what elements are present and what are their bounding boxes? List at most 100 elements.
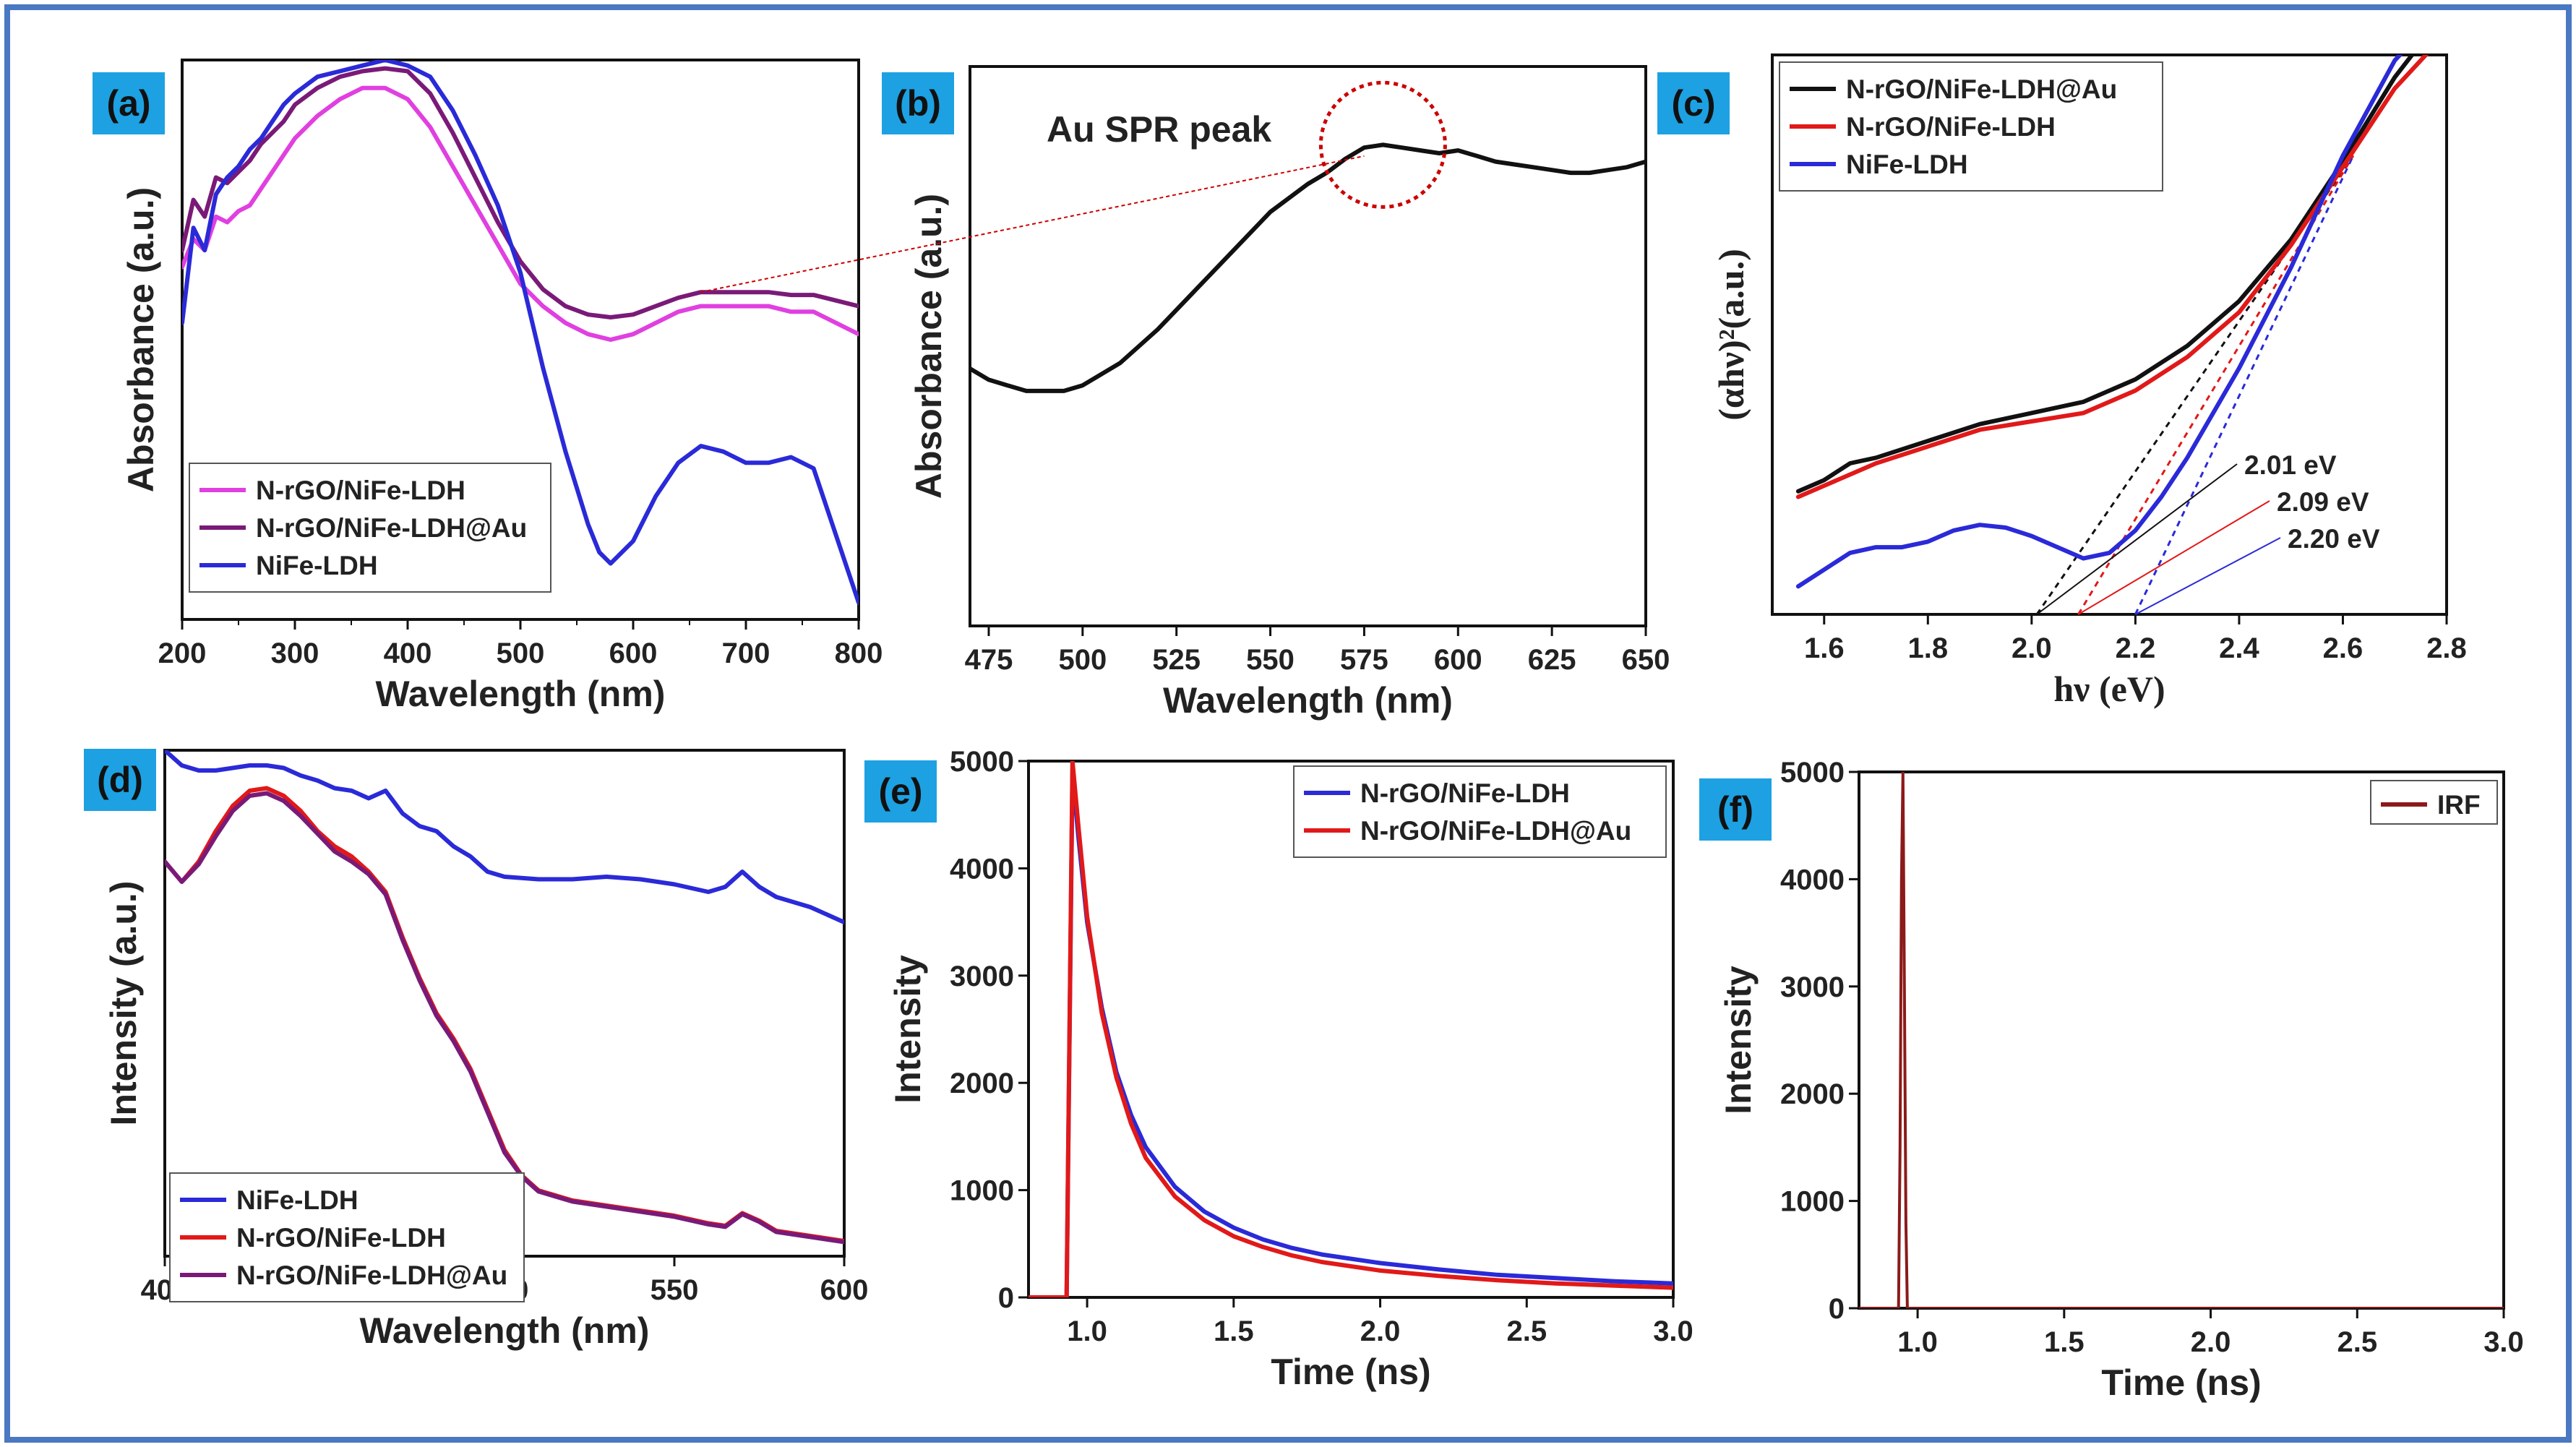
panel-tag-label: (b) xyxy=(895,83,941,124)
series-group-a xyxy=(182,60,859,605)
x-tick-label-a: 300 xyxy=(271,637,319,669)
x-tick-label-a: 800 xyxy=(835,637,883,669)
series-line xyxy=(1029,761,1673,1297)
legend-box-c xyxy=(1779,61,2163,192)
x-tick-label-b: 575 xyxy=(1340,644,1388,676)
legend-label: N-rGO/NiFe-LDH@Au xyxy=(236,1261,507,1290)
series-line xyxy=(1795,55,2403,589)
y-axis-label-e: Intensity xyxy=(888,955,928,1104)
panel-tag-e: (e) xyxy=(864,760,937,823)
legend-label: N-rGO/NiFe-LDH xyxy=(1360,778,1570,808)
legend-f: IRF xyxy=(2370,780,2498,825)
x-tick-label-c: 2.6 xyxy=(2323,632,2364,664)
panel-tag-c: (c) xyxy=(1657,72,1730,134)
y-tick-label-e: 4000 xyxy=(950,853,1014,885)
legend-label: IRF xyxy=(2437,790,2481,820)
panel-tag-box xyxy=(1699,778,1772,841)
x-axis-label-f: Time (ns) xyxy=(2101,1362,2261,1403)
y-tick-label-f: 1000 xyxy=(1780,1186,1845,1218)
x-axis-label-a: Wavelength (nm) xyxy=(376,674,666,714)
panel-tag-box xyxy=(84,749,156,811)
panel-tag-label: (a) xyxy=(106,83,150,124)
panel-tag-label: (e) xyxy=(878,771,922,812)
series-line xyxy=(182,60,859,605)
annotation-au-spr: Au SPR peak xyxy=(1047,109,1271,150)
connector-line-a-to-b xyxy=(700,155,1365,293)
x-tick-label-c: 1.6 xyxy=(1804,632,1845,664)
x-axis-label-c: hν (eV) xyxy=(2053,669,2165,709)
y-tick-label-f: 0 xyxy=(1829,1293,1845,1325)
y-tick-label-f: 3000 xyxy=(1780,971,1845,1003)
x-tick-label-b: 525 xyxy=(1152,644,1201,676)
x-tick-label-a: 600 xyxy=(609,637,658,669)
x-tick-label-b: 625 xyxy=(1528,644,1576,676)
legend-label: N-rGO/NiFe-LDH@Au xyxy=(1846,74,2117,104)
x-tick-label-a: 400 xyxy=(384,637,432,669)
panel-tag-b: (b) xyxy=(882,72,954,134)
x-tick-label-b: 600 xyxy=(1434,644,1482,676)
x-tick-label-f: 1.0 xyxy=(1897,1326,1938,1358)
bandgap-label: 2.01 eV xyxy=(2244,450,2337,480)
legend-box-d xyxy=(169,1172,525,1302)
legend-e: N-rGO/NiFe-LDH N-rGO/NiFe-LDH@Au xyxy=(1293,765,1667,858)
x-tick-label-c: 2.4 xyxy=(2219,632,2259,664)
legend-box-e xyxy=(1293,765,1667,858)
y-axis-label-a: Absorbance (a.u.) xyxy=(121,187,161,492)
bandgap-pointer xyxy=(2036,463,2238,615)
x-tick-label-b: 650 xyxy=(1622,644,1670,676)
y-axis-label-d: Intensity (a.u.) xyxy=(103,881,144,1126)
y-axis-label-b: Absorbance (a.u.) xyxy=(909,194,949,499)
plot-frame-c xyxy=(1771,53,2448,616)
bandgap-label: 2.09 eV xyxy=(2277,487,2369,517)
x-tick-label-b: 475 xyxy=(965,644,1013,676)
legend-label: N-rGO/NiFe-LDH xyxy=(256,476,465,505)
x-axis-label-b: Wavelength (nm) xyxy=(1163,680,1453,721)
legend-label: NiFe-LDH xyxy=(236,1185,359,1215)
x-tick-label-c: 2.2 xyxy=(2116,632,2156,664)
x-tick-label-f: 2.5 xyxy=(2337,1326,2377,1358)
tangent-line xyxy=(2134,155,2355,615)
y-tick-label-f: 2000 xyxy=(1780,1078,1845,1110)
series-line xyxy=(182,66,859,319)
series-line xyxy=(970,142,1646,393)
panel-tag-label: (c) xyxy=(1671,83,1715,124)
series-group-e xyxy=(1029,761,1673,1297)
y-tick-label-e: 5000 xyxy=(950,746,1014,778)
x-tick-label-b: 500 xyxy=(1058,644,1107,676)
panel-b: 475 500 525 550 575 600 625 650 Wavelength (nm) A… xyxy=(882,65,1670,721)
x-tick-label-c: 2.8 xyxy=(2426,632,2467,664)
y-tick-label-e: 1000 xyxy=(950,1175,1014,1207)
x-tick-label-f: 2.0 xyxy=(2191,1326,2231,1358)
y-axis-label-f: Intensity xyxy=(1718,966,1759,1115)
x-tick-label-e: 3.0 xyxy=(1653,1315,1693,1347)
plot-frame-b xyxy=(969,65,1647,627)
y-tick-label-e: 3000 xyxy=(950,961,1014,992)
panel-tag-box xyxy=(1657,72,1730,134)
y-axis-label-c: (αhν)²(a.u.) xyxy=(1711,249,1751,420)
legend-label: N-rGO/NiFe-LDH xyxy=(1846,112,2056,142)
panel-tag-f: (f) xyxy=(1699,778,1772,841)
legend-label: N-rGO/NiFe-LDH@Au xyxy=(256,513,527,543)
series-line xyxy=(1795,55,2415,494)
series-line xyxy=(1859,772,2504,1308)
panel-tag-box xyxy=(93,72,165,134)
x-tick-label-c: 1.8 xyxy=(1908,632,1949,664)
x-tick-label-e: 2.5 xyxy=(1506,1315,1547,1347)
panel-tag-a: (a) xyxy=(93,72,165,134)
legend-label: N-rGO/NiFe-LDH xyxy=(236,1223,446,1253)
x-tick-label-d: 600 xyxy=(820,1274,869,1306)
series-line xyxy=(165,791,844,1245)
y-tick-label-e: 2000 xyxy=(950,1068,1014,1099)
series-group-f xyxy=(1859,772,2504,1308)
panel-tag-d: (d) xyxy=(84,749,156,811)
x-tick-label-a: 500 xyxy=(497,637,545,669)
x-tick-label-c: 2.0 xyxy=(2012,632,2052,664)
panel-f: 1.0 1.5 2.0 2.5 3.0 0 1000 2000 3000 4000 5000 Time… xyxy=(1699,757,2524,1403)
x-axis-label-d: Wavelength (nm) xyxy=(360,1310,650,1351)
legend-d: NiFe-LDH N-rGO/NiFe-LDH N-rGO/NiFe-LDH@Au xyxy=(169,1172,525,1302)
panel-tag-label: (d) xyxy=(97,760,143,800)
x-axis-label-e: Time (ns) xyxy=(1271,1352,1430,1392)
panel-tag-box xyxy=(864,760,937,823)
spr-peak-circle xyxy=(1318,80,1447,209)
x-tick-label-f: 3.0 xyxy=(2483,1326,2524,1358)
